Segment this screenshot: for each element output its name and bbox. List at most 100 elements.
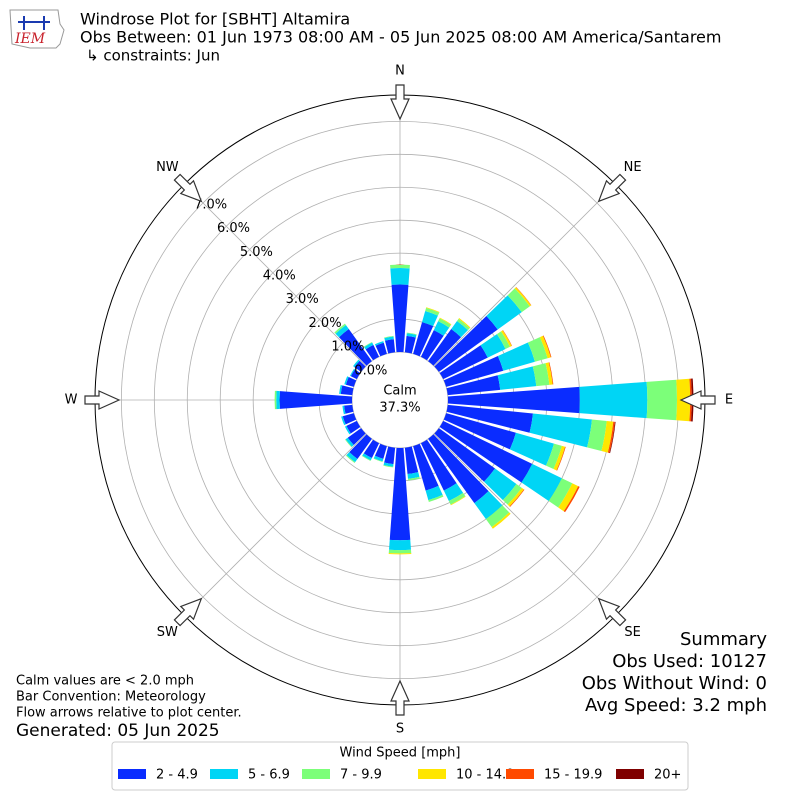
- legend-label: 15 - 19.9: [544, 768, 602, 783]
- wind-bar: [556, 446, 566, 471]
- summary: Summary: [680, 629, 767, 650]
- flow-arrow: [597, 597, 627, 627]
- wind-bar: [274, 390, 277, 410]
- summary: Avg Speed: 3.2 mph: [585, 695, 767, 716]
- flow-arrow: [390, 679, 410, 716]
- grid-spoke: [433, 433, 616, 616]
- wind-bar: [587, 419, 607, 451]
- summary: Obs Used: 10127: [612, 651, 767, 672]
- wind-bar: [346, 420, 361, 434]
- x-tick-label: S: [396, 722, 404, 737]
- wind-bar: [345, 376, 357, 387]
- wind-bar: [539, 335, 551, 359]
- wind-bar: [384, 336, 394, 341]
- wind-bar: [374, 443, 387, 459]
- calm-label: Calm: [383, 384, 416, 399]
- wind-bar: [384, 446, 396, 465]
- flow-arrow-shape: [597, 173, 627, 203]
- legend-label: 7 - 9.9: [340, 768, 382, 783]
- legend-label: 20+: [654, 768, 681, 783]
- logo-glyph: [18, 16, 50, 30]
- wind-bar: [514, 287, 532, 307]
- wind-bar: [443, 356, 504, 387]
- wind-bar: [383, 462, 394, 467]
- x-tick-label: SE: [624, 625, 640, 640]
- wind-bar: [335, 324, 349, 338]
- legend-label: 2 - 4.9: [156, 768, 198, 783]
- flow-arrow: [597, 173, 627, 203]
- legend-swatch: [302, 769, 330, 779]
- wind-bar: [408, 476, 420, 481]
- legend-swatch: [210, 769, 238, 779]
- flow-arrow-shape: [173, 597, 203, 627]
- wind-bar: [491, 512, 511, 529]
- wind-bar: [447, 386, 580, 414]
- wind-bar: [426, 307, 440, 313]
- wind-bar: [433, 321, 450, 336]
- flow-arrow: [173, 173, 203, 203]
- wind-bar: [384, 339, 396, 354]
- wind-bar: [529, 413, 592, 448]
- wind-bar: [384, 335, 394, 339]
- wind-bar: [548, 478, 573, 508]
- wind-bar: [434, 316, 498, 372]
- wind-bar: [279, 391, 353, 409]
- wind-bar: [353, 359, 360, 368]
- y-tick-label: 1.0%: [331, 340, 364, 355]
- wind-bar: [345, 437, 354, 447]
- wind-bar: [558, 483, 579, 512]
- note: Flow arrows relative to plot center.: [16, 706, 242, 721]
- wind-bar: [527, 337, 548, 362]
- legend-box: [111, 741, 689, 791]
- wind-bar: [548, 362, 554, 385]
- wind-bar: [545, 443, 562, 469]
- wind-bar: [349, 368, 355, 377]
- wind-bar: [350, 369, 361, 380]
- wind-bar: [340, 385, 354, 396]
- wind-bar: [345, 439, 352, 448]
- wind-bar: [428, 434, 489, 504]
- legend-swatch: [616, 769, 644, 779]
- legend-title: Wind Speed [mph]: [340, 746, 461, 761]
- note: Bar Convention: Meteorology: [16, 690, 206, 705]
- legend-swatch: [418, 769, 446, 779]
- wind-bar: [365, 344, 380, 361]
- wind-bar: [446, 404, 533, 433]
- y-tick-label: 4.0%: [263, 268, 296, 283]
- grid-spoke: [184, 433, 367, 616]
- wind-bar: [563, 486, 580, 513]
- wind-bar: [609, 421, 616, 454]
- wind-bar: [450, 496, 466, 506]
- flow-arrow-shape: [173, 173, 203, 203]
- wind-bar: [413, 443, 439, 491]
- note: Calm values are < 2.0 mph: [16, 674, 194, 689]
- wind-bar: [509, 432, 554, 466]
- wind-bar: [545, 362, 553, 385]
- wind-bar: [484, 468, 517, 501]
- wind-bar: [390, 267, 410, 285]
- wind-bar: [497, 366, 537, 390]
- wind-bar: [607, 421, 615, 453]
- wind-bar: [480, 334, 506, 358]
- calm-value: 37.3%: [379, 401, 420, 416]
- plot-area: Calm 37.3% 0.0% 1.0% 2.0% 3.0% 4.0% 5.0% 6.0% 7.0…: [65, 64, 734, 737]
- flow-arrow: [173, 597, 203, 627]
- wind-bar: [485, 505, 510, 528]
- wind-bar: [345, 454, 356, 463]
- flow-arrow-shape: [679, 390, 716, 410]
- wind-bar: [363, 341, 373, 348]
- logo-text: IEM: [14, 31, 46, 47]
- chart-subtitle: Obs Between: 01 Jun 1973 08:00 AM - 05 J…: [80, 28, 721, 47]
- wind-bar: [486, 295, 522, 330]
- constraints: ↳ constraints: Jun: [86, 47, 220, 65]
- wind-bar: [474, 491, 503, 520]
- wind-bar: [507, 288, 530, 313]
- wind-bar: [406, 332, 417, 335]
- flow-arrow: [390, 84, 410, 121]
- wind-bar: [276, 390, 280, 410]
- wind-bar: [438, 318, 452, 328]
- wind-bar: [420, 439, 457, 491]
- wind-bar: [439, 317, 452, 325]
- wind-bar: [553, 445, 566, 471]
- wind-bar: [502, 330, 513, 346]
